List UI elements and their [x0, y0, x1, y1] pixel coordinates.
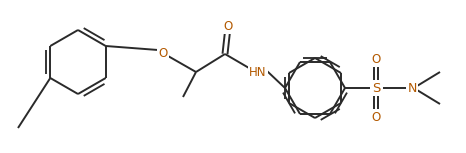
- Text: O: O: [223, 19, 233, 32]
- Text: O: O: [371, 110, 381, 123]
- Text: HN: HN: [249, 65, 267, 78]
- Text: O: O: [158, 47, 168, 60]
- Text: N: N: [407, 82, 417, 95]
- Text: O: O: [371, 52, 381, 65]
- Text: S: S: [372, 82, 380, 95]
